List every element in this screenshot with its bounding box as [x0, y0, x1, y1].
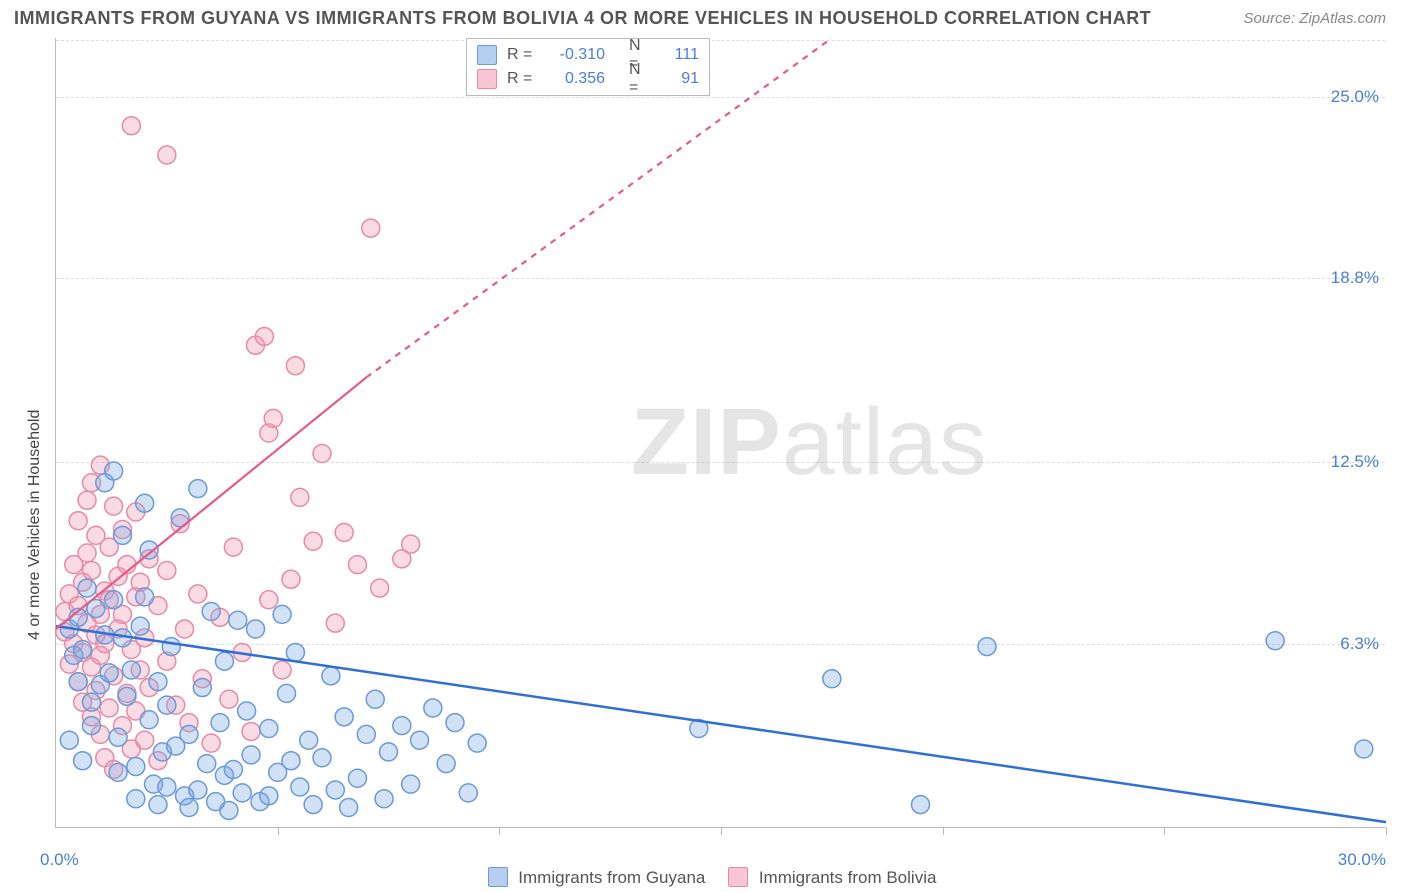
chart-plot-area: ZIPatlas R = -0.310 N = 111 R = 0.356 N …: [55, 38, 1385, 828]
swatch-guyana: [488, 867, 508, 887]
legend-row-guyana: R = -0.310 N = 111: [477, 43, 699, 67]
legend-label-guyana: Immigrants from Guyana: [518, 868, 705, 887]
r-label: R =: [507, 70, 535, 88]
y-tick-label: 18.8%: [1331, 268, 1379, 288]
swatch-guyana: [477, 45, 497, 65]
n-value-bolivia: 91: [661, 70, 699, 88]
r-value-guyana: -0.310: [545, 46, 605, 64]
n-label: N =: [629, 61, 651, 97]
r-value-bolivia: 0.356: [545, 70, 605, 88]
legend-label-bolivia: Immigrants from Bolivia: [759, 868, 937, 887]
scatter-plot-svg: [56, 38, 1385, 827]
y-tick-label: 25.0%: [1331, 87, 1379, 107]
swatch-bolivia: [477, 69, 497, 89]
y-tick-label: 6.3%: [1340, 634, 1379, 654]
chart-title: IMMIGRANTS FROM GUYANA VS IMMIGRANTS FRO…: [14, 8, 1151, 29]
series-legend: Immigrants from Guyana Immigrants from B…: [0, 867, 1406, 888]
r-label: R =: [507, 46, 535, 64]
n-value-guyana: 111: [661, 46, 699, 64]
y-axis-label: 4 or more Vehicles in Household: [26, 410, 44, 640]
swatch-bolivia: [728, 867, 748, 887]
source-attribution: Source: ZipAtlas.com: [1243, 10, 1386, 27]
correlation-legend: R = -0.310 N = 111 R = 0.356 N = 91: [466, 38, 710, 96]
legend-row-bolivia: R = 0.356 N = 91: [477, 67, 699, 91]
y-tick-label: 12.5%: [1331, 452, 1379, 472]
